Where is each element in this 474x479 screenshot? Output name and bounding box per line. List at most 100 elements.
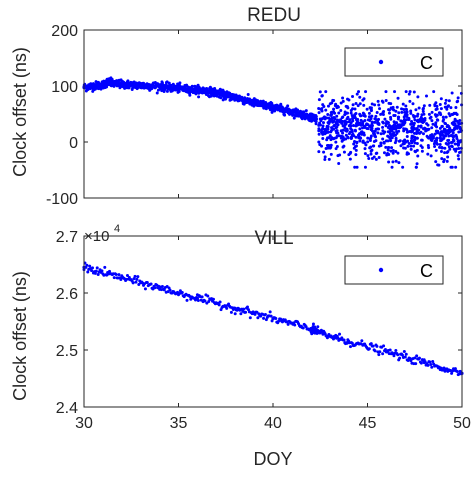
legend-box — [344, 255, 444, 285]
data-point — [421, 110, 425, 114]
data-point — [362, 113, 366, 117]
data-point — [369, 342, 373, 346]
data-point — [333, 123, 337, 127]
data-point — [404, 90, 408, 94]
data-point — [446, 139, 450, 143]
data-point — [323, 157, 327, 161]
data-point — [384, 145, 388, 149]
data-point — [458, 122, 462, 126]
data-point — [374, 157, 378, 161]
data-point — [412, 138, 416, 142]
data-point — [367, 157, 371, 161]
data-point — [119, 277, 123, 281]
data-point — [341, 131, 345, 135]
data-point — [317, 127, 321, 131]
data-point — [400, 107, 404, 111]
data-point — [372, 132, 376, 136]
data-point — [403, 121, 407, 125]
data-point — [314, 120, 318, 124]
data-point — [438, 143, 442, 147]
data-point — [385, 153, 389, 157]
data-point — [149, 282, 153, 286]
data-point — [335, 131, 339, 135]
data-point — [351, 107, 355, 111]
data-point — [438, 102, 442, 106]
data-point — [374, 139, 378, 143]
data-point — [134, 280, 138, 284]
data-point — [349, 111, 353, 115]
data-point — [286, 322, 290, 326]
data-point — [324, 108, 328, 112]
data-point — [445, 159, 449, 163]
data-point — [326, 104, 330, 108]
data-point — [375, 111, 379, 115]
data-point — [449, 106, 453, 110]
data-point — [345, 111, 349, 115]
y-tick-label: 0 — [69, 135, 78, 152]
data-point — [416, 129, 420, 133]
data-point — [389, 139, 393, 143]
data-point — [443, 121, 447, 125]
data-point — [336, 118, 340, 122]
data-point — [419, 124, 423, 128]
data-point — [286, 104, 290, 108]
data-point — [329, 118, 333, 122]
data-point — [354, 144, 358, 148]
data-point — [229, 310, 233, 314]
data-point — [404, 107, 408, 111]
data-point — [423, 360, 427, 364]
x-tick-label: 50 — [453, 415, 471, 432]
data-point — [248, 316, 252, 320]
data-point — [403, 110, 407, 114]
data-point — [431, 122, 435, 126]
data-point — [326, 146, 330, 150]
data-point — [391, 125, 395, 129]
data-point — [374, 114, 378, 118]
data-point — [370, 129, 374, 133]
data-point — [449, 141, 453, 145]
data-point — [427, 146, 431, 150]
data-point — [420, 149, 424, 153]
data-point — [373, 134, 377, 138]
data-point — [407, 116, 411, 120]
data-point — [335, 134, 339, 138]
data-point — [196, 299, 200, 303]
data-point — [354, 124, 358, 128]
y-tick-label: 100 — [51, 79, 78, 96]
data-point — [425, 128, 429, 132]
data-point — [355, 92, 359, 96]
data-point — [428, 103, 432, 107]
data-point — [358, 139, 362, 143]
data-point — [443, 151, 447, 155]
data-point — [277, 319, 281, 323]
data-point — [110, 77, 114, 81]
data-point — [430, 126, 434, 130]
data-point — [317, 111, 321, 115]
data-point — [457, 147, 461, 151]
data-point — [372, 144, 376, 148]
data-point — [368, 146, 372, 150]
data-point — [362, 124, 366, 128]
data-point — [95, 266, 99, 270]
data-point — [398, 126, 402, 130]
data-point — [317, 123, 321, 127]
data-point — [409, 111, 413, 115]
data-point — [381, 125, 385, 129]
data-point — [366, 140, 370, 144]
data-point — [360, 130, 364, 134]
data-point — [331, 120, 335, 124]
data-point — [416, 95, 420, 99]
data-point — [324, 90, 328, 94]
data-point — [413, 356, 417, 360]
data-point — [391, 148, 395, 152]
data-point — [311, 322, 315, 326]
data-point — [93, 271, 97, 275]
data-point — [377, 353, 381, 357]
data-point — [444, 98, 448, 102]
data-point — [347, 132, 351, 136]
data-point — [178, 81, 182, 85]
data-point — [345, 129, 349, 133]
data-point — [197, 91, 201, 95]
data-point — [365, 107, 369, 111]
data-point — [400, 353, 404, 357]
